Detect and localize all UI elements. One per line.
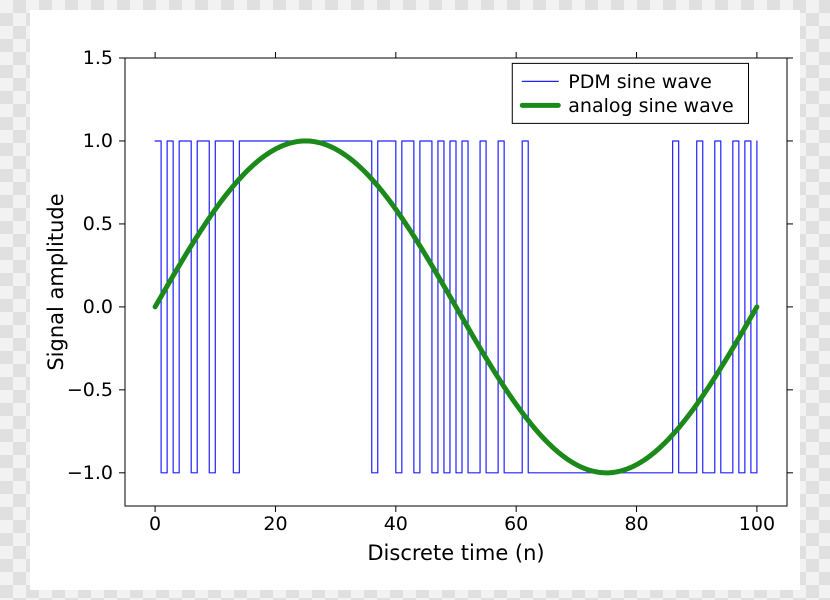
y-tick-label: 0.5 xyxy=(83,213,113,235)
x-tick-label: 60 xyxy=(504,513,528,535)
y-tick-label: −0.5 xyxy=(67,379,113,401)
x-tick-label: 100 xyxy=(739,513,775,535)
x-tick-label: 40 xyxy=(384,513,408,535)
y-axis-label: Signal amplitude xyxy=(44,193,68,370)
y-tick-label: 0.0 xyxy=(83,296,113,318)
figure: 0 20 40 60 80 100 −1.0 −0.5 0.0 0.5 1.0 1.5 Discrete… xyxy=(30,10,800,590)
y-tick-label: −1.0 xyxy=(67,462,113,484)
legend: PDM sine waveanalog sine wave xyxy=(512,63,748,123)
x-axis-label: Discrete time (n) xyxy=(367,541,544,565)
plot-svg: 0 20 40 60 80 100 −1.0 −0.5 0.0 0.5 1.0 1.5 Discrete… xyxy=(30,10,800,590)
y-tick-label: 1.0 xyxy=(83,130,113,152)
x-tick-label: 80 xyxy=(624,513,648,535)
legend-label: analog sine wave xyxy=(568,95,733,117)
y-tick-label: 1.5 xyxy=(83,47,113,69)
legend-label: PDM sine wave xyxy=(568,71,712,93)
x-tick-label: 0 xyxy=(149,513,161,535)
x-tick-label: 20 xyxy=(263,513,287,535)
